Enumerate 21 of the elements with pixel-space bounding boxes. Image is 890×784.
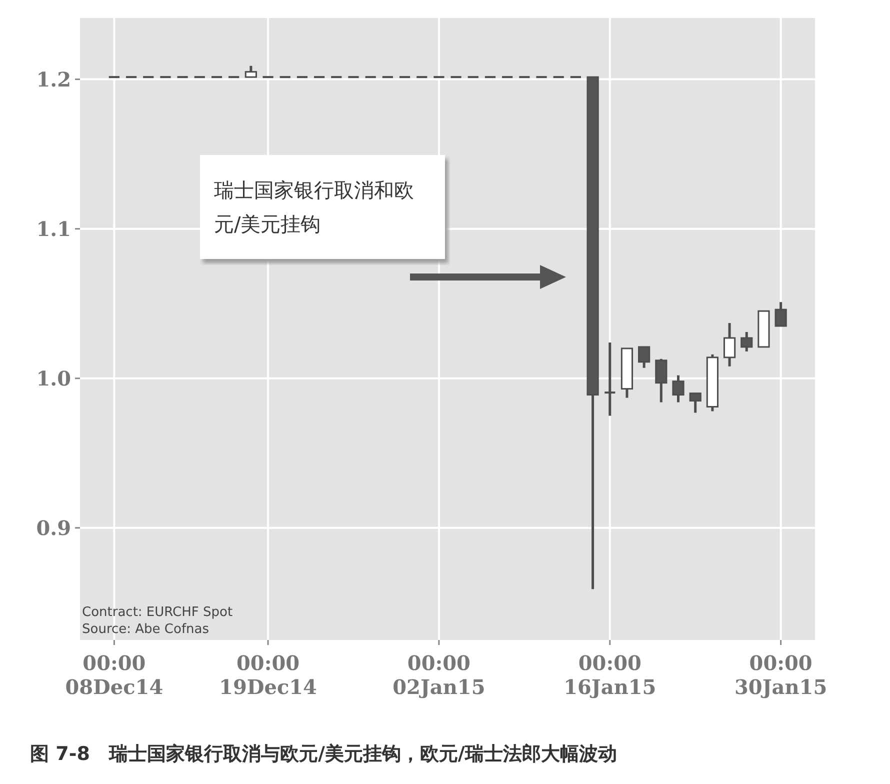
x-tick-label: 00:00 08Dec14: [65, 651, 164, 699]
y-tick-label: 1.2: [36, 67, 71, 92]
y-tick-label: 0.9: [36, 516, 71, 540]
candlestick: [638, 346, 650, 370]
candlestick: [723, 322, 736, 368]
text: 图 7-8 瑞士国家银行取消与欧元/美元挂钩，欧元/瑞士法郎大幅波动: [30, 743, 617, 765]
x-tick-label: 00:00 30Jan15: [734, 651, 828, 699]
candlestick: [689, 392, 702, 414]
x-tick-label: 00:00 19Dec14: [219, 651, 318, 699]
annotation: Contract: EURCHF Spot: [82, 605, 233, 620]
x-tick-label: 00:00 02Jan15: [392, 651, 486, 699]
y-tick-label: 1.1: [36, 216, 71, 241]
candlestick: [672, 374, 684, 404]
candlestick: [774, 300, 787, 328]
annotation: Source: Abe Cofnas: [82, 622, 210, 637]
candlestick: [604, 341, 616, 417]
annotation: 瑞士国家银行取消和欧元/美元挂钩: [200, 155, 445, 259]
x-tick-label: 00:00 16Jan15: [564, 651, 656, 699]
y-tick-label: 1.0: [36, 366, 71, 390]
candlestick: [740, 330, 753, 353]
candlestick: [655, 358, 668, 404]
